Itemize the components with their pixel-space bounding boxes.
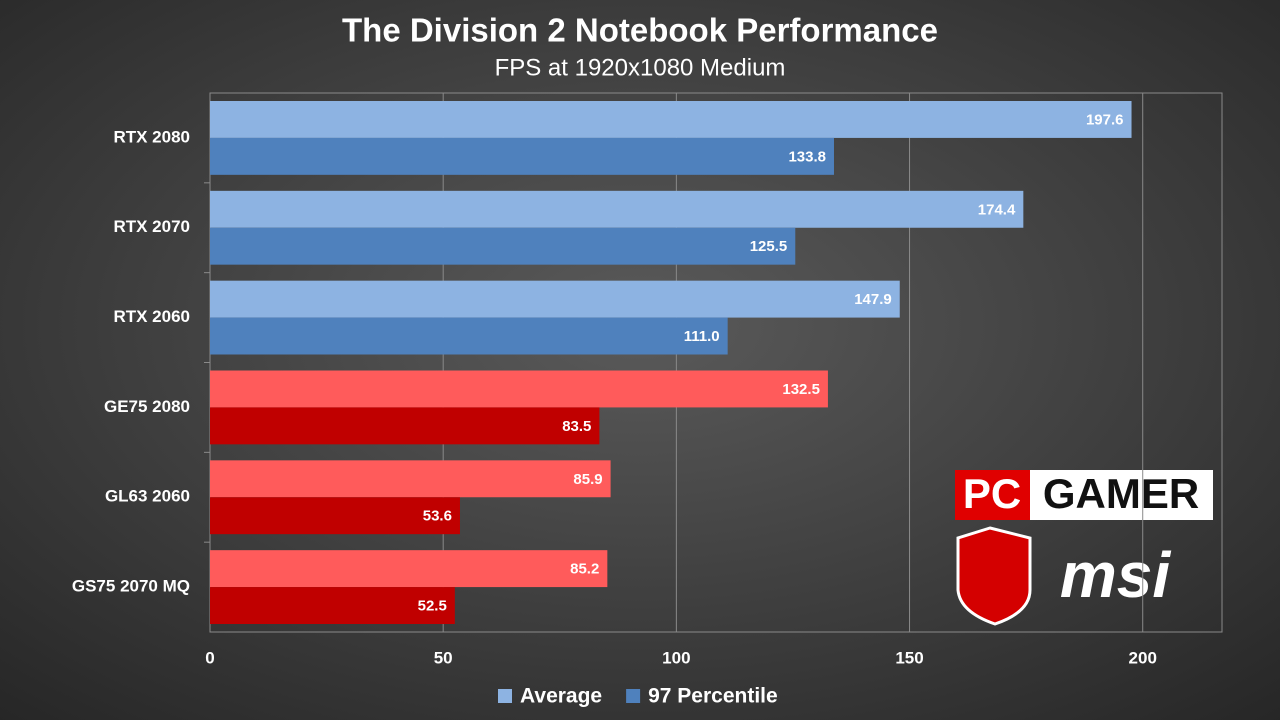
- x-tick-label: 100: [662, 648, 690, 667]
- chart-subtitle: FPS at 1920x1080 Medium: [495, 54, 786, 81]
- msi-logo: msi: [956, 526, 1172, 626]
- bar: [210, 460, 611, 498]
- y-tick-label: RTX 2070: [113, 217, 190, 236]
- data-label: 197.6: [1086, 111, 1124, 128]
- bar: [210, 280, 900, 318]
- bar: [210, 587, 455, 624]
- data-label: 174.4: [978, 201, 1016, 218]
- bar: [210, 407, 600, 445]
- bar: [210, 227, 796, 265]
- pc-gamer-logo: PC GAMER: [955, 470, 1213, 520]
- msi-shield: [956, 526, 1032, 626]
- logo-text: PC: [963, 470, 1021, 517]
- legend-swatch: [498, 689, 512, 703]
- data-label: 147.9: [854, 291, 892, 308]
- data-label: 85.2: [570, 561, 599, 578]
- x-tick-label: 0: [205, 648, 214, 667]
- data-label: 83.5: [562, 418, 591, 435]
- data-label: 85.9: [573, 471, 602, 488]
- y-tick-label: GL63 2060: [105, 487, 190, 506]
- data-label: 125.5: [750, 238, 788, 255]
- data-label: 53.6: [423, 508, 452, 525]
- legend-label: 97 Percentile: [648, 685, 778, 708]
- y-tick-label: RTX 2060: [113, 307, 190, 326]
- bar: [210, 497, 460, 535]
- logo-text: msi: [1060, 539, 1172, 611]
- bar: [210, 137, 834, 175]
- data-label: 133.8: [788, 148, 826, 165]
- logo-box: [1030, 470, 1213, 520]
- legend-label: Average: [520, 685, 602, 708]
- bar: [210, 550, 608, 588]
- x-tick-label: 50: [434, 648, 453, 667]
- legend-swatch: [626, 689, 641, 703]
- bar: [210, 317, 728, 355]
- logo-text: GAMER: [1043, 470, 1199, 517]
- y-tick-label: RTX 2080: [113, 127, 190, 146]
- bar: [210, 190, 1024, 228]
- bar: [210, 101, 1132, 138]
- y-tick-label: GS75 2070 MQ: [72, 577, 190, 596]
- logo-box: [955, 470, 1030, 520]
- y-tick-label: GE75 2080: [104, 397, 190, 416]
- data-label: 52.5: [418, 598, 447, 615]
- x-tick-label: 150: [895, 648, 923, 667]
- data-label: 111.0: [684, 328, 720, 345]
- data-label: 132.5: [782, 381, 820, 398]
- x-tick-label: 200: [1129, 648, 1157, 667]
- bar: [210, 370, 828, 408]
- chart-title: The Division 2 Notebook Performance: [342, 12, 938, 49]
